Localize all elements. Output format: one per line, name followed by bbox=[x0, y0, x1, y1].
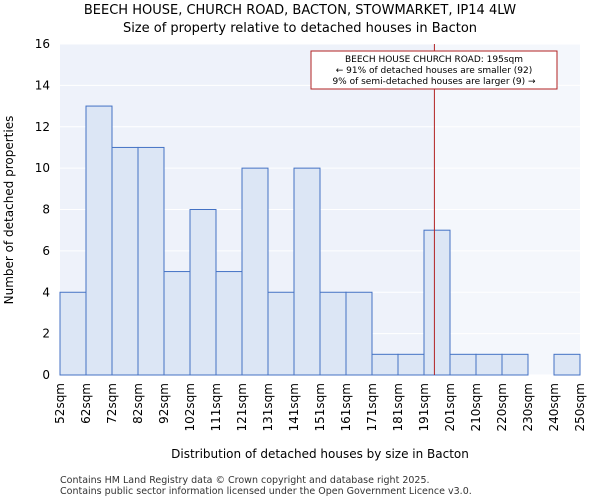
x-tick-label: 131sqm bbox=[261, 383, 275, 431]
chart-subtitle: Size of property relative to detached ho… bbox=[123, 21, 477, 36]
bar-102sqm bbox=[189, 209, 217, 376]
bar-151sqm bbox=[319, 291, 347, 376]
x-tick-label: 201sqm bbox=[443, 383, 457, 431]
bar-161sqm bbox=[345, 291, 373, 376]
x-tick-label: 181sqm bbox=[391, 383, 405, 431]
annotation-line-1: BEECH HOUSE CHURCH ROAD: 195sqm bbox=[345, 55, 523, 65]
y-tick-label: 4 bbox=[42, 285, 50, 299]
bar-201sqm bbox=[449, 353, 477, 376]
footer-line-1: Contains HM Land Registry data © Crown c… bbox=[60, 475, 430, 486]
bar-220sqm bbox=[501, 353, 529, 376]
bar-181sqm bbox=[397, 353, 425, 376]
y-tick-label: 0 bbox=[42, 368, 50, 382]
bar-92sqm bbox=[163, 271, 191, 376]
footer-line-2: Contains public sector information licen… bbox=[60, 486, 472, 497]
bar-141sqm bbox=[293, 167, 321, 376]
bar-240sqm bbox=[553, 353, 581, 376]
annotation-line-3: 9% of semi-detached houses are larger (9… bbox=[332, 77, 536, 87]
y-tick-label: 12 bbox=[35, 120, 50, 134]
x-tick-label: 62sqm bbox=[79, 383, 93, 424]
y-tick-label: 6 bbox=[42, 244, 50, 258]
y-tick-label: 14 bbox=[35, 78, 50, 92]
y-tick-label: 2 bbox=[42, 327, 50, 341]
bar-210sqm bbox=[475, 353, 503, 376]
x-tick-label: 230sqm bbox=[521, 383, 535, 431]
y-tick-label: 10 bbox=[35, 161, 50, 175]
bar-111sqm bbox=[215, 271, 243, 376]
x-tick-label: 121sqm bbox=[235, 383, 249, 431]
x-tick-label: 72sqm bbox=[105, 383, 119, 424]
bar-72sqm bbox=[111, 146, 139, 376]
annotation-border bbox=[310, 50, 558, 90]
bar-191sqm bbox=[423, 229, 451, 376]
x-tick-label: 210sqm bbox=[469, 383, 483, 431]
bars bbox=[59, 105, 581, 376]
x-tick-label: 102sqm bbox=[183, 383, 197, 431]
chart-title: BEECH HOUSE, CHURCH ROAD, BACTON, STOWMA… bbox=[84, 3, 516, 18]
annotation-box: BEECH HOUSE CHURCH ROAD: 195sqm ← 91% of… bbox=[310, 50, 558, 90]
y-ticks: 0 2 4 6 8 10 12 14 16 bbox=[35, 37, 50, 382]
x-tick-label: 171sqm bbox=[365, 383, 379, 431]
x-tick-label: 141sqm bbox=[287, 383, 301, 431]
x-tick-label: 220sqm bbox=[495, 383, 509, 431]
x-tick-label: 111sqm bbox=[209, 383, 223, 431]
bar-131sqm bbox=[267, 291, 295, 376]
bar-82sqm bbox=[137, 146, 165, 376]
x-tick-label: 240sqm bbox=[547, 383, 561, 431]
bar-62sqm bbox=[85, 105, 113, 376]
x-tick-label: 250sqm bbox=[573, 383, 587, 431]
bar-52sqm bbox=[59, 291, 87, 376]
y-axis-label: Number of detached properties bbox=[2, 116, 16, 305]
x-tick-label: 161sqm bbox=[339, 383, 353, 431]
y-tick-label: 8 bbox=[42, 203, 50, 217]
x-axis-label: Distribution of detached houses by size … bbox=[171, 447, 469, 461]
y-tick-label: 16 bbox=[35, 37, 50, 51]
x-tick-label: 52sqm bbox=[53, 383, 67, 424]
bar-121sqm bbox=[241, 167, 269, 376]
x-tick-label: 92sqm bbox=[157, 383, 171, 424]
x-tick-label: 191sqm bbox=[417, 383, 431, 431]
annotation-line-2: ← 91% of detached houses are smaller (92… bbox=[336, 66, 533, 76]
x-ticks: 52sqm 62sqm 72sqm 82sqm 92sqm 102sqm 111sqm 121… bbox=[53, 383, 587, 431]
bar-171sqm bbox=[371, 353, 399, 376]
x-tick-label: 82sqm bbox=[131, 383, 145, 424]
x-tick-label: 151sqm bbox=[313, 383, 327, 431]
